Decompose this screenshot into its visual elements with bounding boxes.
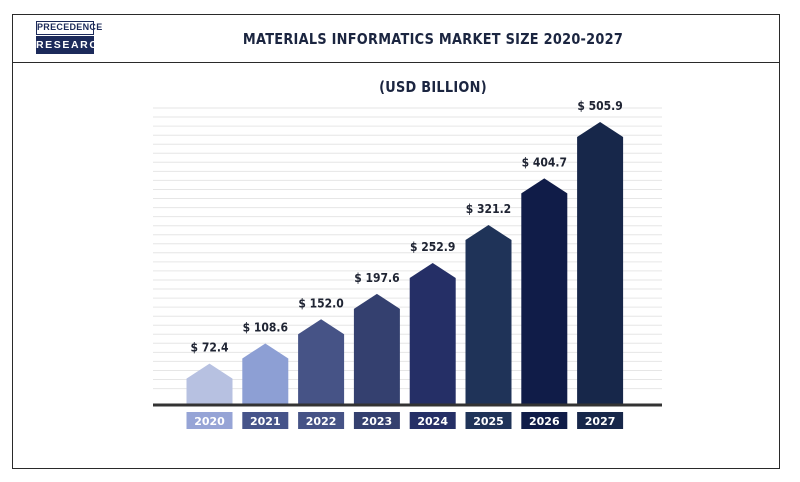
x-tick-label: 2025 — [473, 415, 504, 428]
chart-title: MATERIALS INFORMATICS MARKET SIZE 2020-2… — [242, 30, 624, 96]
x-tick-box — [353, 412, 400, 429]
x-tick-box — [465, 412, 512, 429]
x-tick-label: 2024 — [417, 415, 448, 428]
x-tick-box — [577, 412, 624, 429]
x-tick-label: 2023 — [362, 415, 393, 428]
x-tick-box — [298, 412, 345, 429]
data-label: $ 321.2 — [466, 202, 511, 216]
x-tick-label: 2020 — [194, 415, 225, 428]
x-tick-box — [521, 412, 568, 429]
logo-top-text: PRECEDENCE — [36, 21, 102, 35]
data-label: $ 108.6 — [243, 320, 288, 334]
x-tick-label: 2026 — [529, 415, 560, 428]
bar-2027 — [577, 122, 624, 404]
data-label: $ 404.7 — [522, 155, 567, 169]
bar-2022 — [298, 319, 345, 404]
x-tick-label: 2021 — [250, 415, 281, 428]
bar-2025 — [465, 224, 512, 404]
x-tick-box — [242, 412, 289, 429]
data-label: $ 197.6 — [354, 271, 399, 285]
bar-2020 — [186, 363, 233, 404]
x-tick-label: 2027 — [585, 415, 616, 428]
precedence-research-logo: PRECEDENCE RESEARCH — [36, 21, 106, 55]
chart-header: PRECEDENCE RESEARCH MATERIALS INFORMATIC… — [13, 15, 779, 96]
x-tick-labels: 2020 2021 2022 2023 2024 2025 2026 2027 — [186, 412, 624, 429]
x-tick-label: 2022 — [306, 415, 337, 428]
data-label: $ 152.0 — [298, 296, 343, 310]
bar-2023 — [353, 293, 400, 404]
bar-2024 — [409, 263, 456, 404]
x-tick-box — [186, 412, 233, 429]
bars: $ 72.4 $ 108.6 $ 152.0 $ 197.6 $ 252.9 $ 321.… — [186, 99, 624, 404]
data-label: $ 252.9 — [410, 240, 455, 254]
bar-2026 — [521, 178, 568, 404]
logo-bottom-text: RESEARCH — [36, 36, 106, 54]
x-tick-box — [409, 412, 456, 429]
data-label: $ 505.9 — [577, 99, 622, 113]
bar-2021 — [242, 343, 289, 404]
data-label: $ 72.4 — [191, 341, 229, 355]
